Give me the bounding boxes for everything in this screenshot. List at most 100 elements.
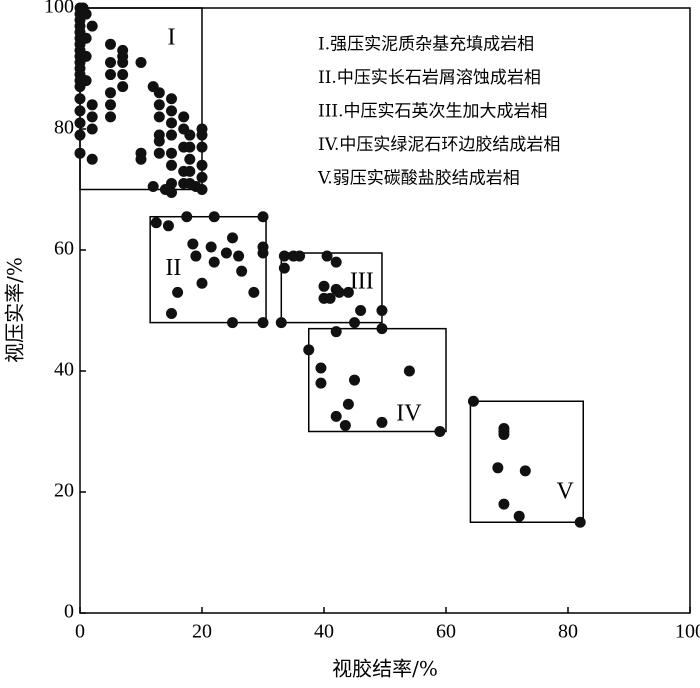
- data-point: [166, 105, 177, 117]
- plot-frame: [79, 7, 691, 614]
- data-point: [181, 211, 193, 223]
- data-point: [315, 362, 327, 374]
- data-point: [80, 32, 92, 44]
- data-point: [153, 87, 165, 99]
- data-point: [339, 419, 351, 431]
- data-point: [318, 280, 330, 292]
- region-label: II: [165, 255, 181, 281]
- data-point: [519, 465, 531, 477]
- data-point: [74, 117, 86, 129]
- data-point: [117, 81, 129, 93]
- x-tick-label: 80: [558, 621, 578, 643]
- data-point: [80, 75, 92, 87]
- x-tick-label: 0: [75, 621, 85, 643]
- data-point: [153, 111, 165, 123]
- data-point: [492, 462, 504, 474]
- data-point: [190, 250, 202, 262]
- data-point: [147, 180, 159, 192]
- data-point: [105, 99, 116, 111]
- data-point: [196, 171, 208, 183]
- region-box: [469, 400, 584, 523]
- y-tick-label: 80: [54, 117, 74, 139]
- data-point: [187, 238, 199, 250]
- legend-entry: I.强压实泥质杂基充填成岩相: [318, 35, 534, 55]
- data-point: [166, 187, 177, 199]
- data-point: [166, 308, 177, 320]
- data-point: [196, 129, 208, 141]
- data-point: [184, 141, 196, 153]
- data-point: [513, 510, 525, 522]
- legend-entry: II.中压实长石岩屑溶蚀成岩相: [318, 68, 541, 88]
- y-tick-label: 0: [64, 601, 74, 623]
- data-point: [86, 20, 98, 32]
- data-point: [355, 305, 367, 316]
- region-label: I: [168, 24, 176, 50]
- data-point: [184, 165, 196, 177]
- data-point: [105, 56, 116, 68]
- data-point: [196, 141, 208, 153]
- region-label: V: [557, 479, 575, 505]
- data-point: [166, 93, 177, 105]
- data-point: [105, 111, 116, 123]
- x-tick-label: 20: [192, 621, 212, 643]
- data-point: [257, 211, 269, 223]
- data-point: [257, 247, 269, 259]
- x-tick-label: 40: [314, 621, 334, 643]
- data-point: [294, 250, 306, 262]
- data-point: [324, 292, 336, 304]
- data-point: [236, 265, 248, 277]
- data-point: [117, 69, 129, 81]
- data-point: [74, 147, 86, 159]
- data-point: [86, 123, 98, 135]
- data-point: [86, 99, 98, 111]
- data-point: [105, 69, 116, 81]
- data-point: [330, 410, 342, 422]
- data-point: [74, 105, 86, 117]
- region-label: IV: [396, 401, 422, 427]
- data-point: [80, 50, 92, 62]
- x-tick-label: 60: [436, 621, 456, 643]
- data-point: [162, 220, 174, 232]
- data-point: [135, 56, 147, 68]
- y-tick-label: 40: [54, 359, 74, 381]
- data-point: [257, 317, 269, 329]
- data-point: [574, 516, 586, 528]
- data-point: [196, 277, 208, 289]
- data-point: [342, 398, 354, 410]
- data-point: [376, 305, 388, 316]
- data-point: [74, 93, 86, 105]
- data-point: [184, 153, 196, 165]
- data-point: [166, 159, 177, 171]
- data-point: [86, 153, 98, 165]
- data-point: [349, 317, 360, 329]
- data-point: [233, 250, 245, 262]
- legend-entry: IV.中压实绿泥石环边胶结成岩相: [318, 135, 560, 155]
- data-point: [434, 426, 446, 437]
- data-point: [153, 135, 165, 147]
- data-point: [86, 111, 98, 123]
- legend-entry: III.中压实石英次生加大成岩相: [318, 102, 548, 122]
- data-point: [498, 498, 510, 510]
- data-point: [196, 159, 208, 171]
- data-point: [205, 241, 217, 253]
- data-point: [208, 256, 220, 268]
- data-point: [166, 177, 177, 189]
- data-point: [278, 262, 290, 274]
- data-point: [275, 317, 287, 329]
- data-point: [105, 87, 116, 99]
- y-axis-title: 视压实率/%: [3, 257, 27, 363]
- data-point: [315, 377, 327, 389]
- data-point: [153, 147, 165, 159]
- data-point: [150, 217, 162, 229]
- data-point: [278, 250, 290, 262]
- data-point: [403, 365, 415, 377]
- data-point: [333, 286, 345, 298]
- data-point: [166, 117, 177, 129]
- data-point: [74, 129, 86, 141]
- region-box: [308, 327, 447, 433]
- data-point: [153, 99, 165, 111]
- x-tick-label: 100: [675, 621, 700, 643]
- data-point: [135, 153, 147, 165]
- data-point: [467, 395, 479, 407]
